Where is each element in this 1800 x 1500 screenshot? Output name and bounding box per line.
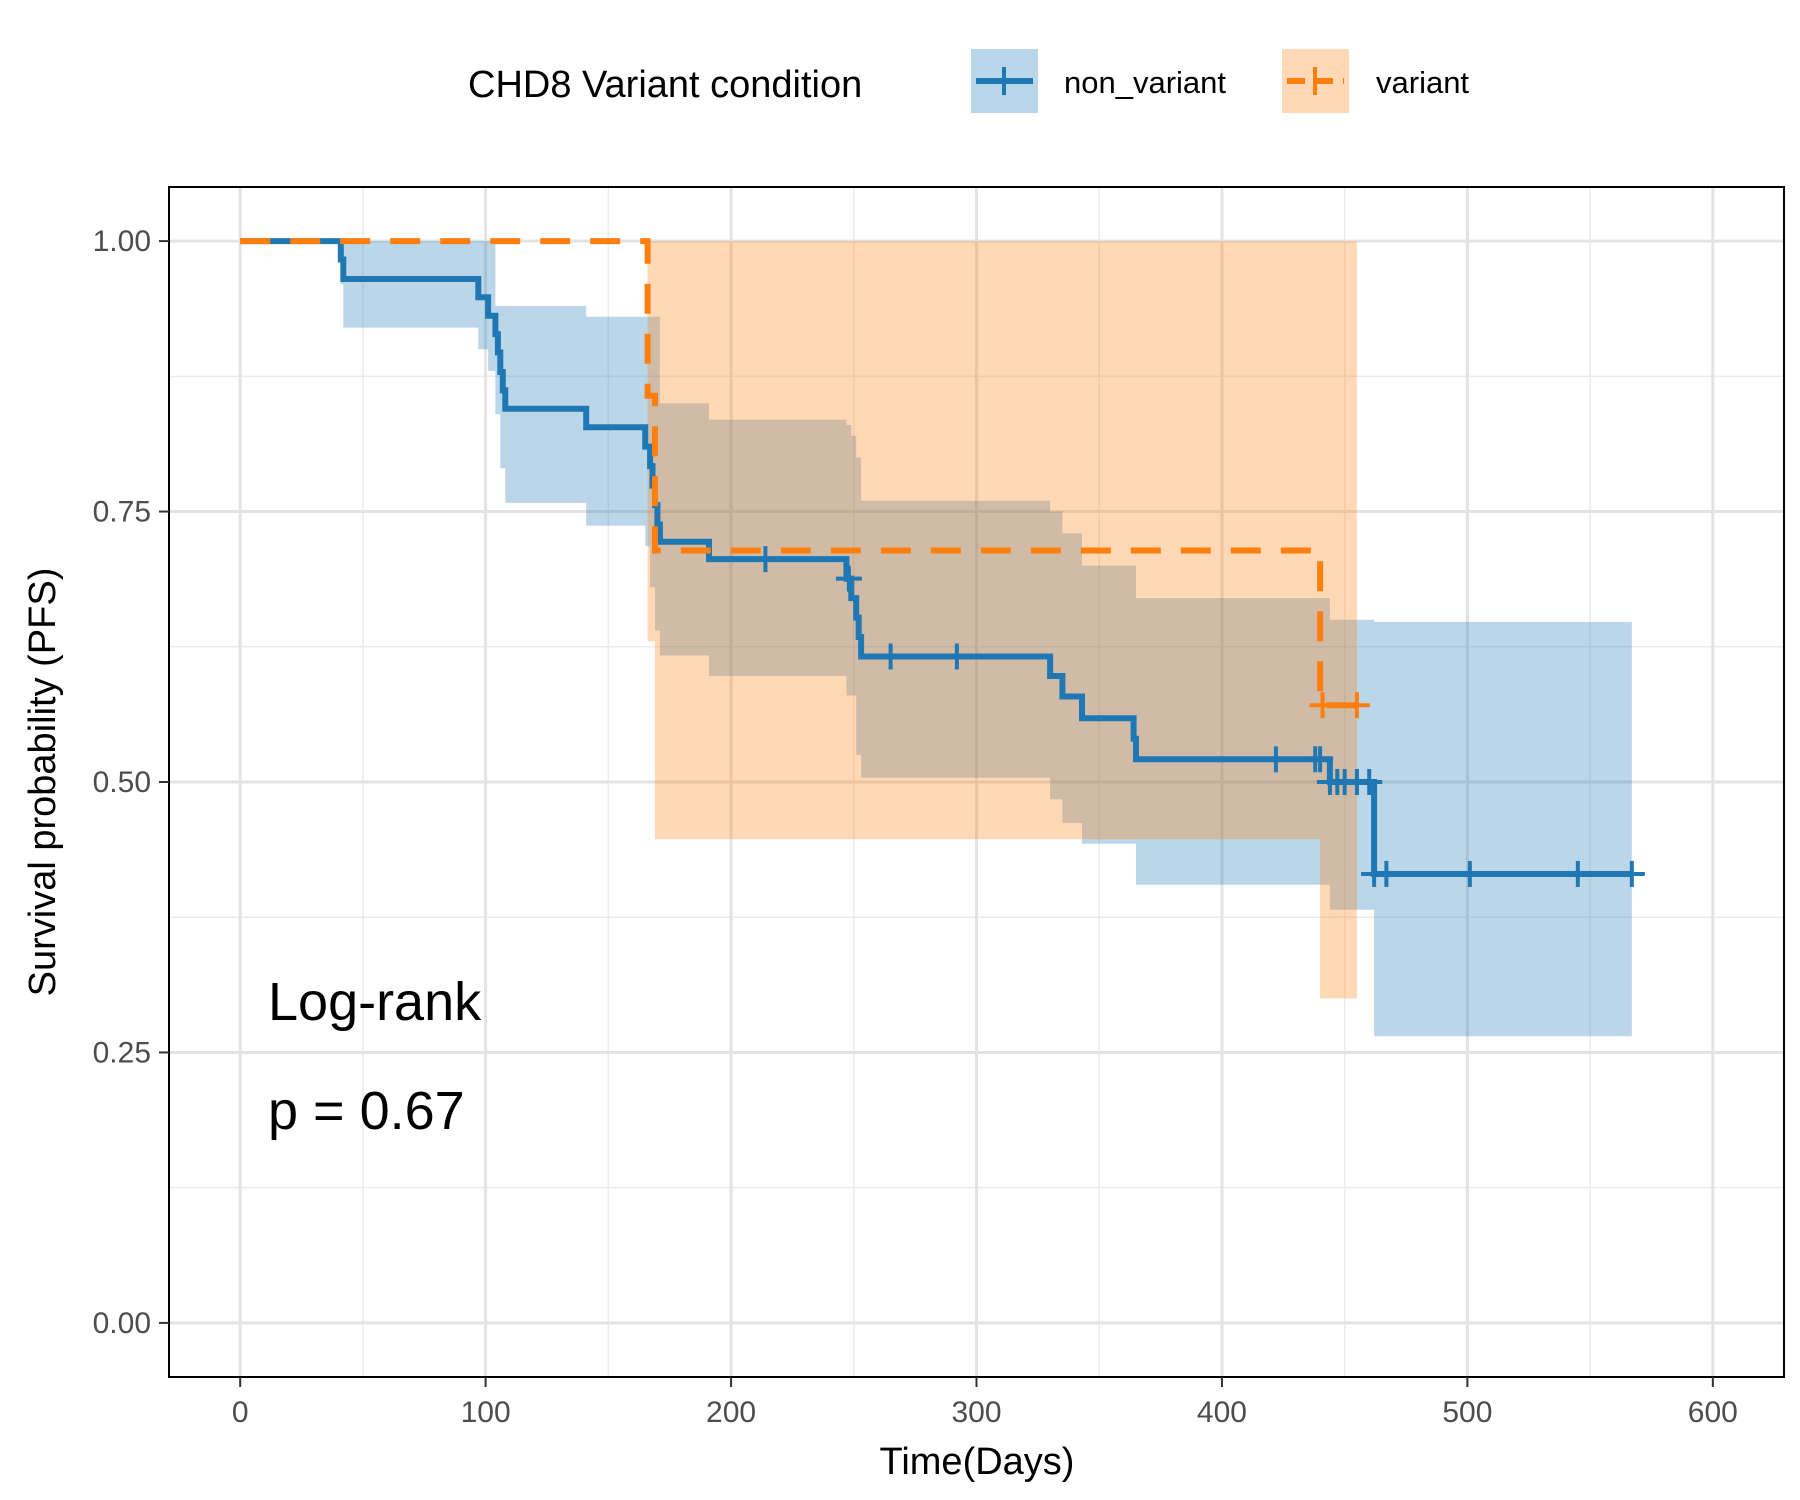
confidence-bands	[240, 241, 1632, 1037]
survival-curve-non-variant	[240, 238, 1632, 877]
legend-entry-variant: variant	[1282, 49, 1469, 113]
y-tick-label: 0.50	[93, 766, 151, 799]
legend-label-variant: variant	[1376, 65, 1469, 100]
x-tick-label: 300	[951, 1396, 1001, 1429]
x-tick-label: 600	[1688, 1396, 1738, 1429]
ci-band-variant	[240, 241, 1357, 999]
x-tick-label: 0	[232, 1396, 249, 1429]
x-axis-title: Time(Days)	[880, 1441, 1075, 1483]
legend-entry-non-variant: non_variant	[971, 49, 1226, 113]
legend-title: CHD8 Variant condition	[468, 64, 862, 106]
y-tick-label: 0.00	[93, 1307, 151, 1340]
x-tick-label: 100	[461, 1396, 511, 1429]
p-value-label: p = 0.67	[268, 1081, 465, 1141]
y-tick-label: 1.00	[93, 225, 151, 258]
legend-label-non-variant: non_variant	[1064, 65, 1226, 100]
y-tick-label: 0.75	[93, 496, 151, 529]
x-tick-label: 200	[706, 1396, 756, 1429]
y-axis-title: Survival probability (PFS)	[22, 568, 64, 997]
y-tick-label: 0.25	[93, 1036, 151, 1069]
grid	[169, 187, 1784, 1377]
logrank-label: Log-rank	[268, 972, 482, 1032]
x-tick-label: 400	[1197, 1396, 1247, 1429]
survival-curves	[240, 238, 1632, 877]
axes: 0 100 200 300 400 500 600 0.00 0.25 0.50 0.75 1.00	[93, 225, 1738, 1429]
censor-marks	[752, 546, 1645, 887]
ci-band-non-variant	[240, 241, 1632, 1037]
legend: CHD8 Variant condition non_variant varia…	[468, 49, 1469, 113]
x-tick-label: 500	[1442, 1396, 1492, 1429]
survival-curve-variant	[240, 238, 1357, 709]
